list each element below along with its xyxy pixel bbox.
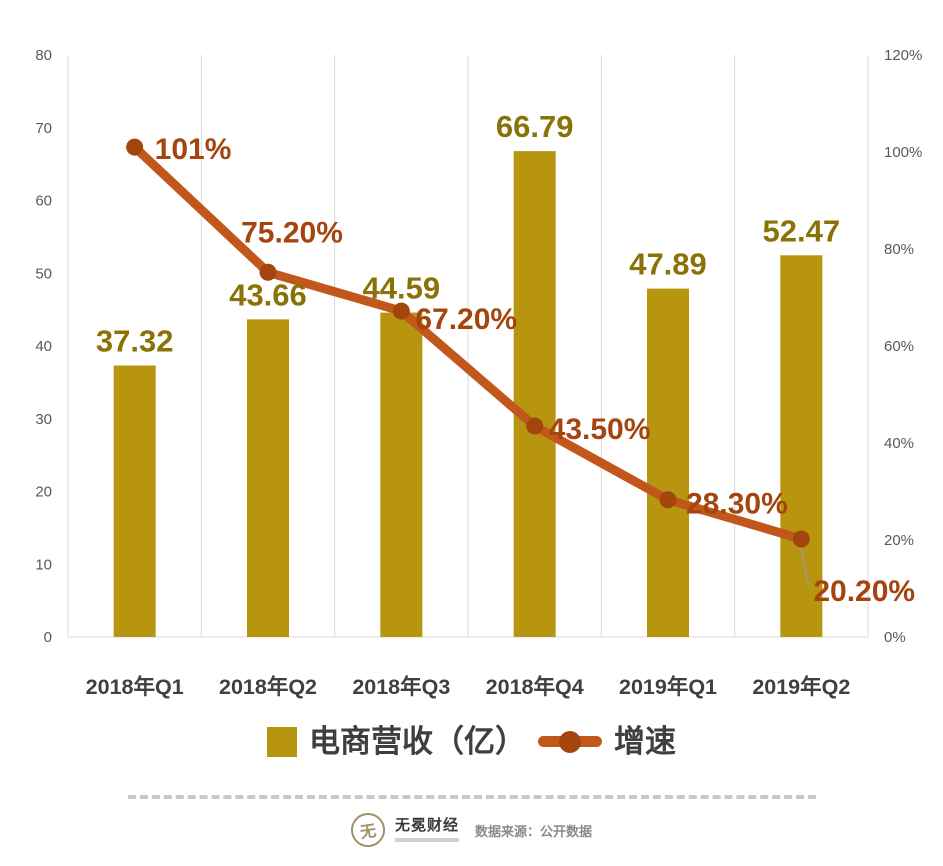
left-axis-tick: 20 bbox=[35, 484, 52, 501]
right-axis-tick: 60% bbox=[884, 338, 914, 355]
label-leader-line bbox=[800, 548, 810, 586]
category-label: 2018年Q2 bbox=[219, 674, 317, 699]
legend-line-label: 增速 bbox=[614, 724, 676, 759]
category-label: 2019年Q2 bbox=[752, 674, 850, 699]
bar-value-label: 52.47 bbox=[763, 213, 841, 248]
growth-line bbox=[130, 142, 806, 544]
growth-point-marker bbox=[659, 491, 677, 509]
bar-value-label: 47.89 bbox=[629, 247, 707, 282]
growth-point-marker bbox=[392, 302, 410, 320]
left-axis-tick: 30 bbox=[35, 411, 52, 428]
left-axis-tick: 70 bbox=[35, 120, 52, 137]
category-label: 2019年Q1 bbox=[619, 674, 717, 699]
logo-text-block: 无冕财经 bbox=[394, 817, 459, 842]
legend-bar-label: 电商营收（亿） bbox=[309, 724, 526, 759]
bar-value-label: 37.32 bbox=[96, 323, 174, 358]
chart-legend: 电商营收（亿） 增速 bbox=[0, 726, 943, 757]
growth-point-marker bbox=[792, 530, 810, 548]
revenue-bar bbox=[513, 151, 556, 637]
revenue-bar bbox=[647, 288, 689, 637]
category-label: 2018年Q1 bbox=[86, 674, 184, 699]
left-axis-tick: 40 bbox=[35, 338, 52, 355]
revenue-bar bbox=[113, 365, 156, 637]
growth-value-label: 67.20% bbox=[415, 303, 517, 336]
wumian-logo-icon: 无 bbox=[348, 810, 388, 850]
legend-line-dot-icon bbox=[559, 730, 581, 753]
category-label: 2018年Q3 bbox=[352, 674, 450, 699]
right-axis-tick: 20% bbox=[884, 532, 914, 549]
revenue-bar bbox=[380, 312, 423, 637]
growth-value-label: 20.20% bbox=[813, 575, 915, 608]
growth-point-marker bbox=[526, 417, 544, 435]
left-axis-tick: 0 bbox=[44, 629, 52, 646]
legend-bar-swatch bbox=[267, 726, 297, 757]
revenue-bar bbox=[780, 255, 823, 637]
logo-text: 无冕财经 bbox=[394, 817, 459, 835]
right-axis-tick: 100% bbox=[884, 144, 922, 161]
right-axis-tick: 40% bbox=[884, 435, 914, 452]
revenue-bar bbox=[247, 319, 289, 637]
right-axis-tick: 0% bbox=[884, 629, 906, 646]
logo-subtitle-bar bbox=[394, 837, 459, 842]
footer-divider bbox=[127, 795, 816, 799]
growth-value-label: 28.30% bbox=[686, 488, 788, 521]
growth-value-label: 101% bbox=[155, 133, 232, 166]
bar-value-label: 44.59 bbox=[363, 271, 441, 306]
left-axis-tick: 50 bbox=[35, 265, 52, 282]
growth-value-label: 43.50% bbox=[549, 413, 651, 446]
footer: 无 无冕财经 数据来源：公开数据 bbox=[0, 810, 943, 850]
left-axis-tick: 80 bbox=[35, 47, 52, 64]
growth-value-label: 75.20% bbox=[241, 216, 343, 249]
left-axis-tick: 60 bbox=[35, 193, 52, 210]
growth-point-marker bbox=[259, 263, 277, 281]
right-axis-tick: 120% bbox=[884, 47, 922, 64]
combo-chart: 0 10 20 30 40 50 60 70 80 0% 20% 40% 60% 80% 100% 120% 3… bbox=[35, 47, 922, 699]
growth-point-marker bbox=[126, 138, 144, 156]
data-source-text: 数据来源：公开数据 bbox=[475, 823, 593, 839]
legend-line-swatch bbox=[538, 730, 602, 753]
left-axis-tick: 10 bbox=[35, 556, 52, 573]
right-axis-tick: 80% bbox=[884, 241, 914, 258]
category-label: 2018年Q4 bbox=[486, 674, 584, 699]
bar-value-label: 66.79 bbox=[496, 109, 574, 144]
bar-value-label: 43.66 bbox=[229, 277, 307, 312]
